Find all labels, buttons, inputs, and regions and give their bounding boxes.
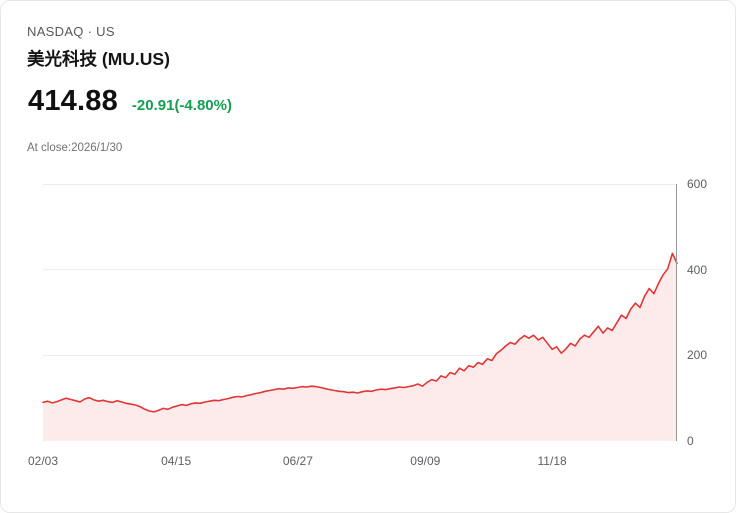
price-line [42, 252, 678, 413]
x-tick-label: 09/09 [410, 454, 441, 468]
price-area [43, 253, 677, 441]
x-tick-label: 06/27 [282, 454, 313, 468]
x-axis-labels: 02/03 04/15 06/27 09/09 11/18 [28, 454, 677, 470]
last-price: 414.88 [28, 85, 118, 117]
price-change: -20.91(-4.80%) [131, 97, 232, 114]
chart-canvas [42, 184, 678, 441]
x-tick-label: 04/15 [161, 454, 192, 468]
price-chart[interactable]: 600 400 200 0 02/03 04/15 06/27 09/09 11/18 [28, 177, 707, 468]
x-tick-label: 02/03 [27, 454, 59, 468]
price-row: 414.88 -20.91(-4.80%) [28, 85, 232, 118]
exchange-label: NASDAQ · US [27, 24, 115, 39]
y-tick-label: 400 [687, 262, 708, 277]
y-tick-label: 0 [687, 434, 694, 448]
close-time-label: At close:2026/1/30 [27, 142, 123, 154]
stock-title: 美光科技 (MU.US) [27, 49, 170, 69]
x-tick-label: 11/18 [537, 454, 567, 468]
y-tick-label: 600 [687, 177, 708, 191]
y-tick-label: 200 [687, 348, 708, 363]
